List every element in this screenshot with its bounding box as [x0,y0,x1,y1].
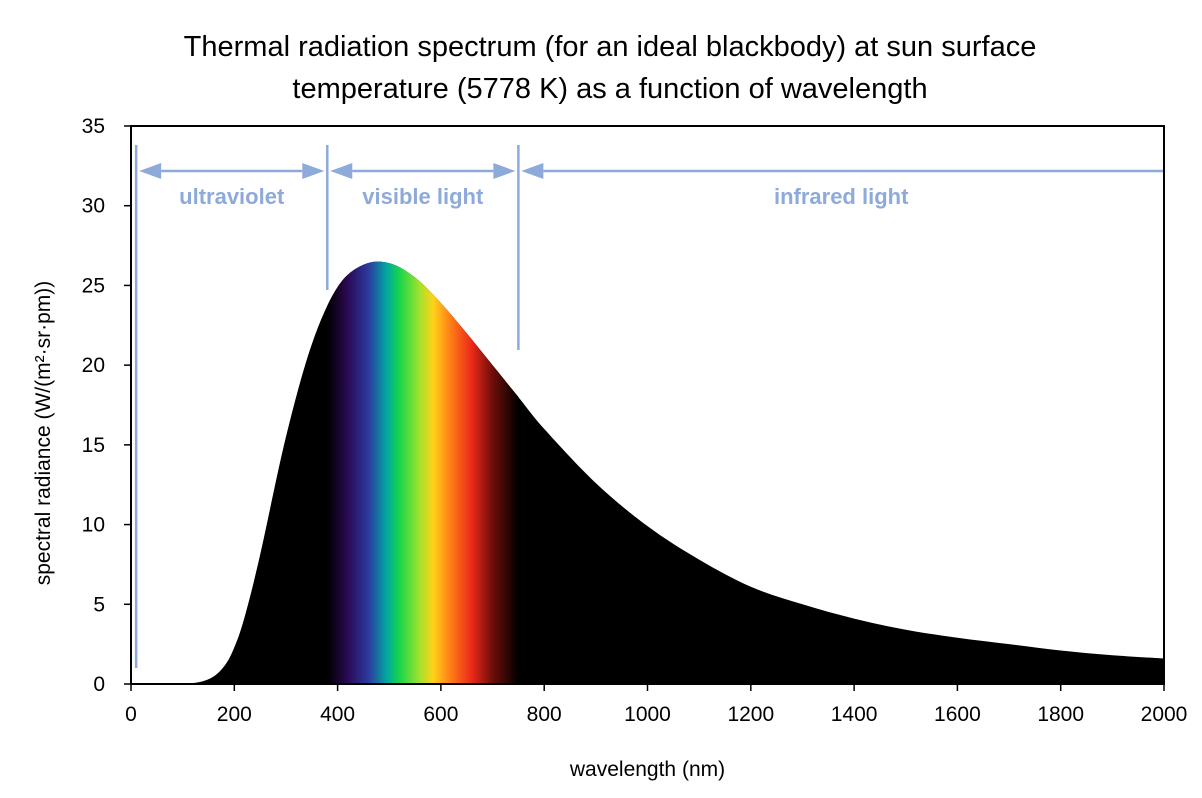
y-tick-label: 25 [82,274,105,297]
band-annotations: ultraviolet visible light infrared light [134,145,1164,668]
y-tick-label: 35 [82,115,105,138]
x-tick-label: 600 [423,703,458,726]
y-axis-title: spectral radiance (W/(m²·sr·pm)) [32,281,55,586]
x-tick-label: 0 [125,703,137,726]
x-tick-label: 2000 [1141,703,1188,726]
x-tick-label: 200 [217,703,252,726]
band-arrow-head-left [521,163,544,179]
visible-spectrum-area [327,261,519,684]
y-tick-label: 0 [93,673,105,696]
x-tick-label: 800 [527,703,562,726]
y-tick-label: 5 [93,593,105,616]
band-arrow-head-right [302,163,325,179]
band-label-1: visible light [362,184,484,209]
band-arrow-head-left [139,163,162,179]
y-tick-label: 20 [82,354,105,377]
band-arrow-head-right [493,163,516,179]
x-axis-title: wavelength (nm) [569,758,725,781]
y-axis: 0 5 10 15 20 25 30 35 [82,115,131,696]
x-tick-label: 1400 [831,703,878,726]
band-arrow-head-left [330,163,353,179]
y-tick-label: 15 [82,434,105,457]
x-tick-label: 1800 [1037,703,1084,726]
y-tick-label: 10 [82,514,105,537]
y-tick-label: 30 [82,195,105,218]
x-axis: 0 200 400 600 800 1000 1200 1400 1600 1800 2000 [125,684,1187,726]
band-label-0: ultraviolet [179,184,285,209]
chart-title: Thermal radiation spectrum (for an ideal… [0,26,1202,110]
band-label-2: infrared light [774,184,909,209]
x-tick-label: 400 [320,703,355,726]
x-tick-label: 1600 [934,703,981,726]
x-tick-label: 1000 [624,703,671,726]
x-tick-label: 1200 [727,703,774,726]
chart-title-line-1: Thermal radiation spectrum (for an ideal… [183,31,1037,63]
chart-title-line-2: temperature (5778 K) as a function of wa… [292,73,928,105]
radiance-area [131,261,1164,684]
